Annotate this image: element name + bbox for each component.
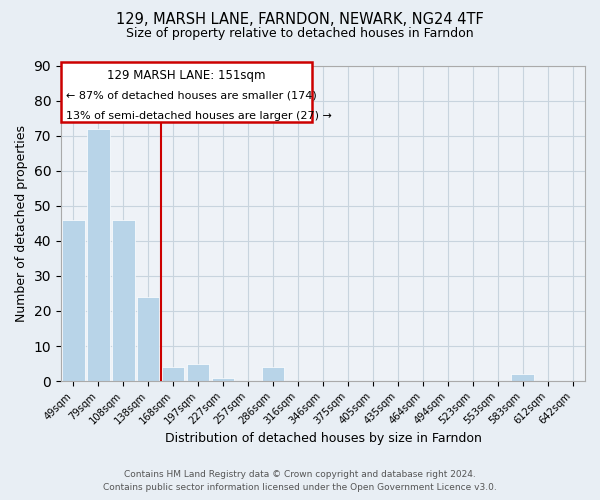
Text: 13% of semi-detached houses are larger (27) →: 13% of semi-detached houses are larger (… [66, 112, 332, 122]
Text: ← 87% of detached houses are smaller (174): ← 87% of detached houses are smaller (17… [66, 90, 317, 101]
Text: 129 MARSH LANE: 151sqm: 129 MARSH LANE: 151sqm [107, 68, 266, 82]
Bar [112, 220, 134, 381]
FancyBboxPatch shape [61, 62, 313, 122]
Text: Contains public sector information licensed under the Open Government Licence v3: Contains public sector information licen… [103, 484, 497, 492]
Text: 129, MARSH LANE, FARNDON, NEWARK, NG24 4TF: 129, MARSH LANE, FARNDON, NEWARK, NG24 4… [116, 12, 484, 28]
Text: Contains HM Land Registry data © Crown copyright and database right 2024.: Contains HM Land Registry data © Crown c… [124, 470, 476, 479]
Bar [87, 128, 110, 381]
Y-axis label: Number of detached properties: Number of detached properties [15, 125, 28, 322]
Bar [262, 367, 284, 381]
Bar [162, 367, 184, 381]
Bar [511, 374, 534, 381]
Bar [212, 378, 235, 381]
Text: Size of property relative to detached houses in Farndon: Size of property relative to detached ho… [126, 28, 474, 40]
Bar [187, 364, 209, 381]
X-axis label: Distribution of detached houses by size in Farndon: Distribution of detached houses by size … [164, 432, 481, 445]
Bar [137, 297, 160, 381]
Bar [62, 220, 85, 381]
